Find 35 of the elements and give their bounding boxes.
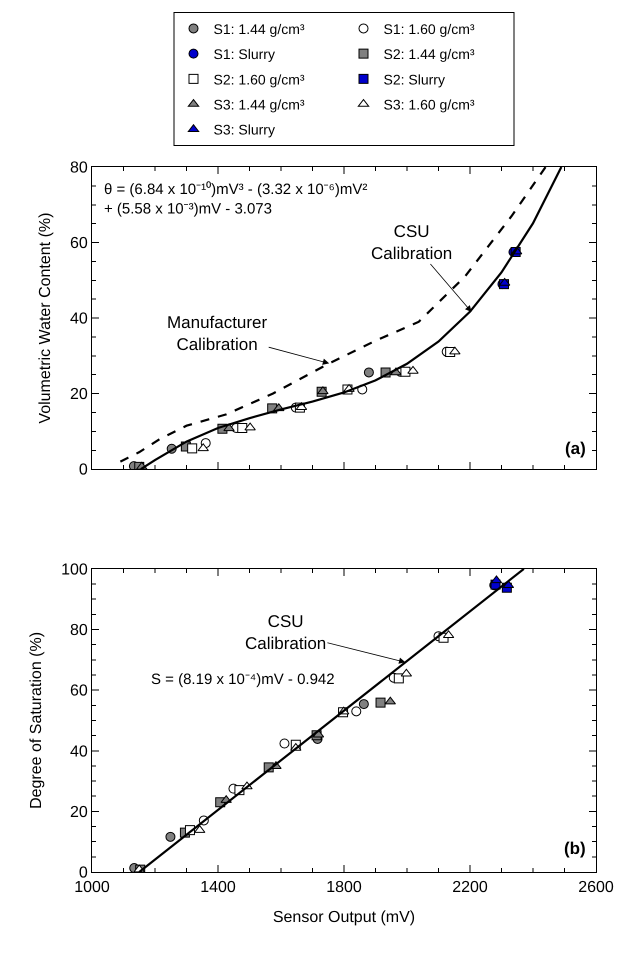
- x-axis-title: Sensor Output (mV): [272, 908, 416, 926]
- annotation: CSU Calibration: [245, 612, 326, 654]
- legend-label: S1: 1.44 g/cm³: [214, 20, 305, 37]
- y-tick-label: 20: [70, 386, 88, 404]
- y-tick-label: 60: [70, 235, 88, 252]
- annotation: θ = (6.84 x 10⁻¹⁰)mV³ - (3.32 x 10⁻⁶)mV² + (5.58 x 10⁻³)mV - 3.073: [104, 181, 368, 218]
- x-tick-label: 1800: [326, 879, 362, 896]
- y-tick-label: 40: [70, 743, 88, 760]
- annotation: S = (8.19 x 10⁻⁴)mV - 0.942: [151, 671, 335, 688]
- legend-label: S1: 1.60 g/cm³: [384, 20, 475, 37]
- y-tick-label: 80: [70, 160, 88, 177]
- y-tick-label: 40: [70, 310, 88, 328]
- legend-label: S1: Slurry: [214, 46, 275, 62]
- x-tick-label: 1400: [200, 879, 236, 896]
- annotation: (a): [565, 439, 586, 458]
- x-tick-label: 2200: [452, 879, 488, 896]
- y-axis-title: Degree of Saturation (%): [28, 632, 45, 809]
- y-tick-label: 100: [61, 562, 88, 578]
- legend-label: S3: 1.44 g/cm³: [214, 96, 305, 113]
- y-tick-label: 80: [70, 622, 88, 640]
- x-tick-label: 2600: [578, 879, 614, 896]
- legend-label: S2: Slurry: [384, 71, 445, 88]
- y-axis-title: Volumetric Water Content (%): [36, 212, 54, 424]
- legend-label: S2: 1.44 g/cm³: [384, 46, 475, 62]
- y-tick-label: 20: [70, 804, 88, 821]
- y-tick-label: 0: [78, 462, 88, 479]
- x-tick-label: 1000: [74, 879, 110, 896]
- y-tick-label: 0: [78, 864, 88, 882]
- annotation: (b): [564, 839, 586, 858]
- annotation: CSU Calibration: [371, 222, 452, 264]
- y-tick-label: 60: [70, 682, 88, 700]
- legend-label: S3: Slurry: [214, 122, 275, 138]
- annotation: Manufacturer Calibration: [167, 313, 268, 354]
- legend-label: S3: 1.60 g/cm³: [384, 96, 475, 113]
- legend-label: S2: 1.60 g/cm³: [214, 71, 305, 88]
